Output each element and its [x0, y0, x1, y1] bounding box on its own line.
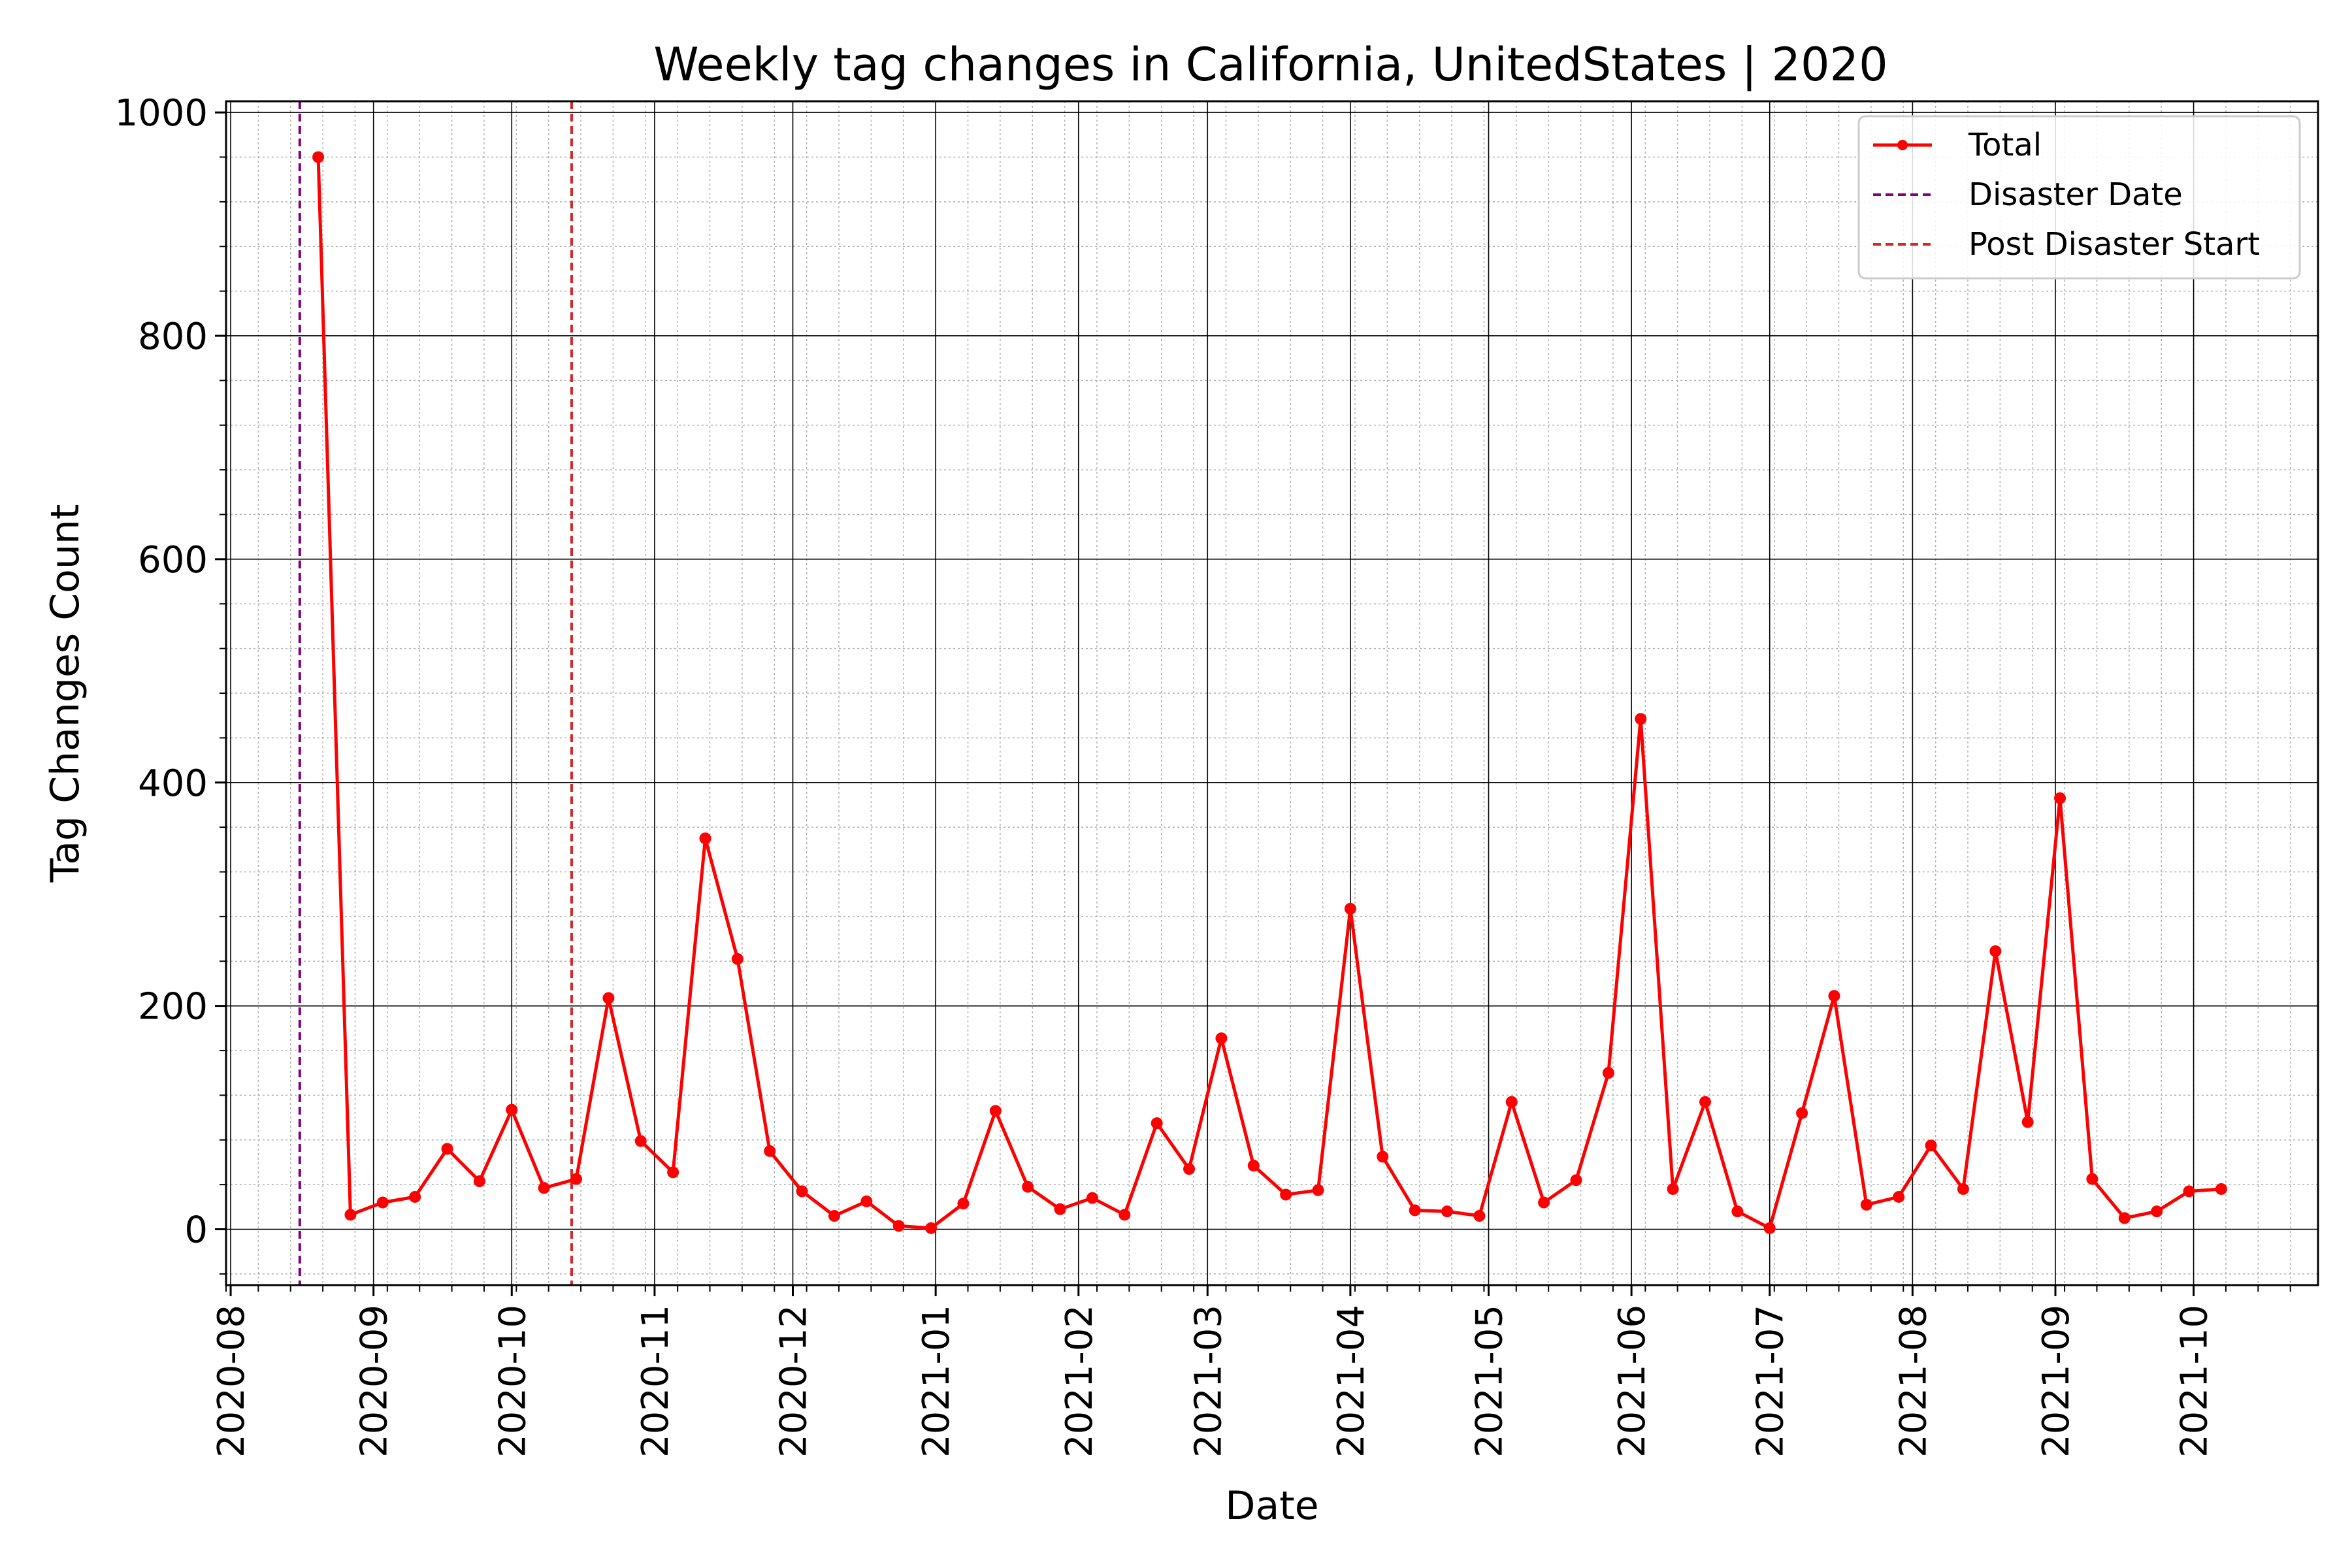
data-point	[1022, 1181, 1034, 1193]
x-axis-ticks: 2020-08 2020-09 2020-10 2020-11 2020-12 2021-…	[210, 1285, 2291, 1458]
x-tick-label: 2020-08	[210, 1305, 253, 1458]
y-tick-label: 1000	[114, 92, 208, 135]
data-point	[796, 1185, 808, 1198]
chart-title: Weekly tag changes in California, United…	[653, 38, 1887, 91]
data-point	[2183, 1185, 2195, 1198]
x-tick-label: 2020-09	[353, 1305, 396, 1458]
data-point	[1957, 1183, 1969, 1195]
x-tick-label: 2020-10	[491, 1305, 534, 1458]
data-point	[1893, 1190, 1905, 1203]
data-point	[538, 1182, 550, 1194]
data-point	[2054, 792, 2066, 804]
data-point	[1409, 1204, 1421, 1217]
data-point	[1247, 1160, 1260, 1172]
data-point	[1377, 1151, 1389, 1163]
x-tick-label: 2021-02	[1058, 1305, 1101, 1458]
series-total	[312, 151, 2227, 1234]
data-point	[699, 832, 711, 845]
data-point	[602, 992, 615, 1004]
data-point	[1441, 1205, 1454, 1218]
legend-label-disaster-date: Disaster Date	[1968, 176, 2183, 213]
data-point	[1602, 1067, 1614, 1079]
y-tick-label: 200	[138, 986, 208, 1028]
legend-label-post-disaster-start: Post Disaster Start	[1968, 226, 2260, 263]
data-point	[2151, 1205, 2163, 1218]
series-line	[316, 157, 2222, 1230]
x-tick-label: 2021-05	[1468, 1305, 1511, 1458]
y-tick-label: 800	[138, 316, 208, 358]
data-point	[860, 1195, 873, 1207]
data-point	[957, 1198, 970, 1210]
data-point	[473, 1175, 485, 1188]
legend-marker-total	[1897, 140, 1908, 150]
data-point	[1989, 945, 2002, 957]
data-point	[1667, 1183, 1679, 1195]
data-point	[441, 1143, 453, 1155]
data-point	[1119, 1209, 1131, 1221]
data-point	[1183, 1163, 1196, 1175]
data-point	[1635, 713, 1647, 725]
data-point	[409, 1190, 421, 1203]
data-point	[1473, 1210, 1486, 1222]
data-point	[1312, 1184, 1324, 1196]
data-point	[1086, 1192, 1098, 1204]
legend-box	[1857, 115, 2301, 280]
data-point	[1828, 990, 1840, 1002]
data-point	[312, 151, 325, 163]
reference-lines	[298, 101, 573, 1285]
data-point	[1699, 1096, 1711, 1108]
data-point	[731, 953, 743, 965]
data-point	[667, 1166, 679, 1179]
data-point	[1763, 1222, 1776, 1234]
data-point	[2021, 1116, 2034, 1128]
data-point	[1925, 1139, 1937, 1152]
data-point	[828, 1210, 840, 1222]
x-tick-label: 2020-11	[634, 1305, 677, 1458]
x-tick-label: 2021-03	[1187, 1305, 1230, 1458]
data-point	[1538, 1196, 1550, 1209]
data-point	[1796, 1107, 1808, 1119]
data-point	[1860, 1198, 1872, 1211]
x-axis-label: Date	[1225, 1483, 1318, 1529]
data-point	[2215, 1183, 2227, 1195]
x-tick-label: 2021-09	[2035, 1305, 2078, 1458]
data-point	[1731, 1205, 1744, 1218]
data-point	[570, 1173, 583, 1185]
data-point	[989, 1105, 1002, 1117]
x-tick-label: 2021-06	[1611, 1305, 1654, 1458]
data-point	[2086, 1173, 2099, 1185]
x-tick-label: 2021-07	[1750, 1305, 1792, 1458]
data-point	[1570, 1174, 1582, 1186]
data-point	[1151, 1117, 1163, 1130]
x-tick-label: 2021-10	[2174, 1305, 2216, 1458]
data-point	[1280, 1188, 1292, 1201]
x-tick-label: 2021-01	[915, 1305, 958, 1458]
data-point	[2118, 1212, 2131, 1224]
data-point	[892, 1220, 905, 1232]
y-axis-label: Tag Changes Count	[42, 504, 88, 883]
data-point	[344, 1209, 357, 1221]
x-tick-label: 2020-12	[773, 1305, 815, 1458]
data-point	[376, 1196, 389, 1209]
legend-label-total: Total	[1968, 127, 2042, 163]
data-point	[1215, 1032, 1228, 1045]
y-tick-label: 400	[138, 762, 208, 805]
y-tick-label: 0	[184, 1209, 208, 1252]
y-axis-ticks: 0 200 400 600 800 1000	[114, 92, 226, 1275]
x-tick-label: 2021-04	[1330, 1305, 1373, 1458]
data-point	[925, 1222, 938, 1234]
data-point	[1505, 1096, 1518, 1108]
data-point	[506, 1103, 518, 1116]
y-tick-label: 600	[138, 539, 208, 581]
data-point	[634, 1135, 647, 1147]
data-point	[764, 1145, 776, 1157]
data-point	[1054, 1203, 1066, 1215]
legend: Total Disaster Date Post Disaster Start	[1857, 115, 2301, 280]
x-tick-label: 2021-08	[1892, 1305, 1935, 1458]
data-point	[1344, 902, 1356, 915]
